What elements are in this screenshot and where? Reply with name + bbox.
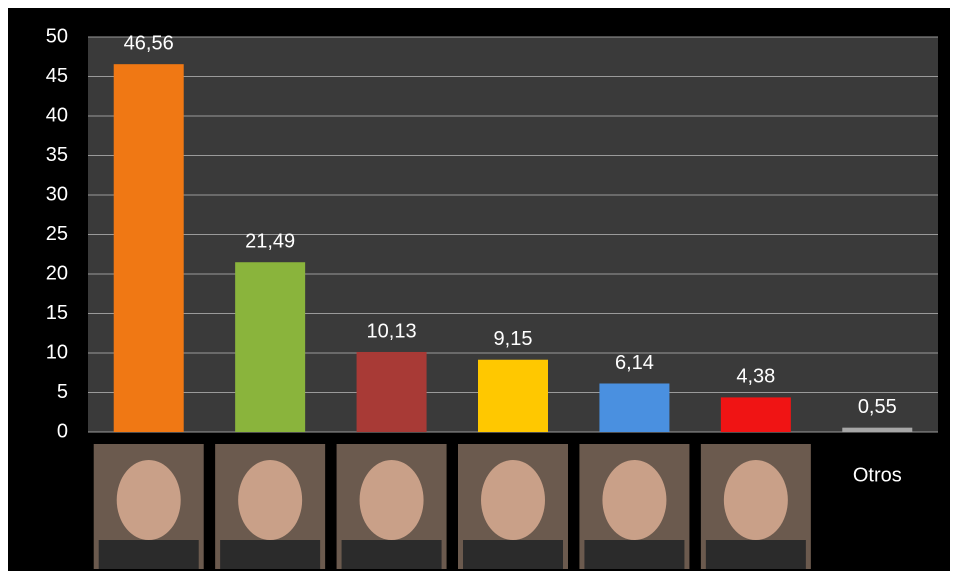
data-label: 10,13 <box>367 320 417 342</box>
bar <box>356 351 427 432</box>
data-label: 6,14 <box>615 352 654 374</box>
y-tick-label: 35 <box>46 144 68 166</box>
bar <box>113 64 184 433</box>
photo-body <box>98 540 199 569</box>
photo-face <box>723 460 788 540</box>
data-label: 21,49 <box>245 231 295 253</box>
y-tick-label: 10 <box>46 341 68 363</box>
y-tick-label: 50 <box>46 25 68 47</box>
y-tick-label: 20 <box>46 262 68 284</box>
y-tick-label: 40 <box>46 104 68 126</box>
x-tick-label: Otros <box>853 464 902 486</box>
photo-body <box>705 540 806 569</box>
y-tick-label: 30 <box>46 183 68 205</box>
photo-face <box>238 460 303 540</box>
photo-body <box>584 540 685 569</box>
bar <box>478 359 548 432</box>
y-tick-label: 45 <box>46 65 68 87</box>
bar <box>599 383 670 432</box>
photo-body <box>341 540 442 569</box>
photo-face <box>116 460 181 540</box>
photo-face <box>481 460 545 540</box>
bar <box>842 427 913 432</box>
data-label: 46,56 <box>124 32 174 54</box>
photo-face <box>359 460 424 540</box>
y-tick-label: 0 <box>57 420 68 442</box>
bar <box>235 262 306 432</box>
bar <box>720 397 791 432</box>
photo-body <box>220 540 321 569</box>
data-label: 9,15 <box>494 328 533 350</box>
y-tick-label: 25 <box>46 223 68 245</box>
data-label: 0,55 <box>858 396 897 418</box>
y-tick-label: 5 <box>57 381 68 403</box>
data-label: 4,38 <box>736 366 775 388</box>
photo-face <box>602 460 667 540</box>
y-tick-label: 15 <box>46 302 68 324</box>
photo-body <box>463 540 563 569</box>
